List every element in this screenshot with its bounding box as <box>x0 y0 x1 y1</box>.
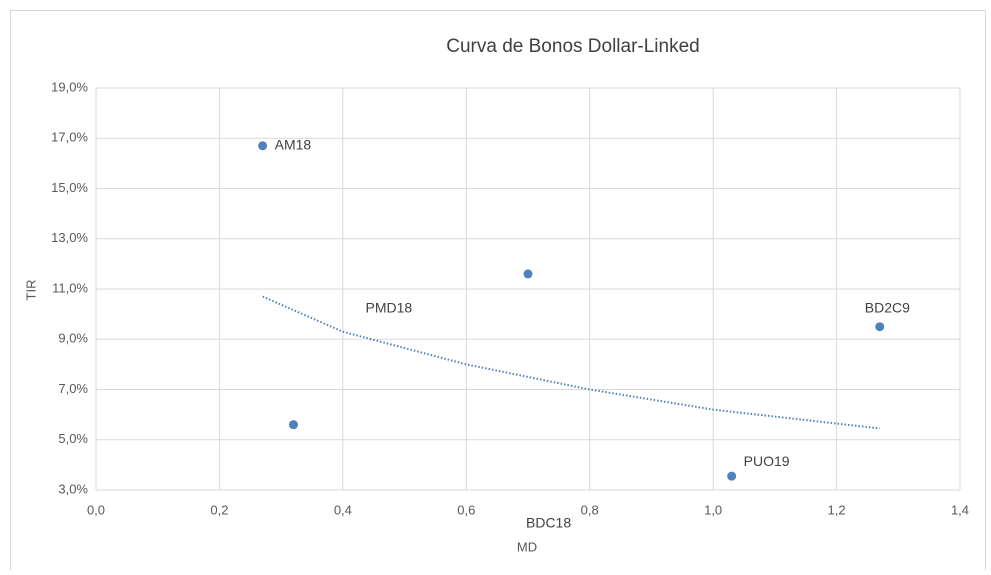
x-tick-label: 0,0 <box>87 502 105 517</box>
y-axis-label: TIR <box>23 280 38 301</box>
x-tick-label: 0,4 <box>334 502 352 517</box>
x-axis-label: MD <box>517 539 537 554</box>
y-tick-label: 15,0% <box>51 180 88 195</box>
point <box>523 269 533 279</box>
x-tick-label: 0,2 <box>210 502 228 517</box>
chart-border <box>10 10 986 575</box>
point-label: PUO19 <box>744 453 790 469</box>
trendline <box>262 295 880 430</box>
x-tick-label: 1,4 <box>951 502 969 517</box>
y-tick-label: 19,0% <box>51 79 88 94</box>
y-tick-label: 7,0% <box>58 381 88 396</box>
point <box>288 420 298 430</box>
y-tick-label: 5,0% <box>58 431 88 446</box>
y-tick-label: 13,0% <box>51 230 88 245</box>
chart-title: Curva de Bonos Dollar-Linked <box>446 36 699 57</box>
point <box>258 141 268 151</box>
point <box>875 322 885 332</box>
x-tick-label: 1,0 <box>704 502 722 517</box>
y-tick-label: 3,0% <box>58 481 88 496</box>
point-label: BD2C9 <box>865 299 910 315</box>
x-tick-label: 1,2 <box>828 502 846 517</box>
point-label: PMD18 <box>365 299 412 315</box>
y-tick-label: 11,0% <box>52 280 88 295</box>
y-tick-label: 17,0% <box>51 130 88 145</box>
x-tick-label: 0,6 <box>457 502 475 517</box>
point <box>727 471 737 481</box>
y-tick-label: 9,0% <box>58 331 88 346</box>
point-label: AM18 <box>275 136 312 152</box>
point-label: BDC18 <box>526 515 571 531</box>
x-tick-label: 0,8 <box>581 502 599 517</box>
